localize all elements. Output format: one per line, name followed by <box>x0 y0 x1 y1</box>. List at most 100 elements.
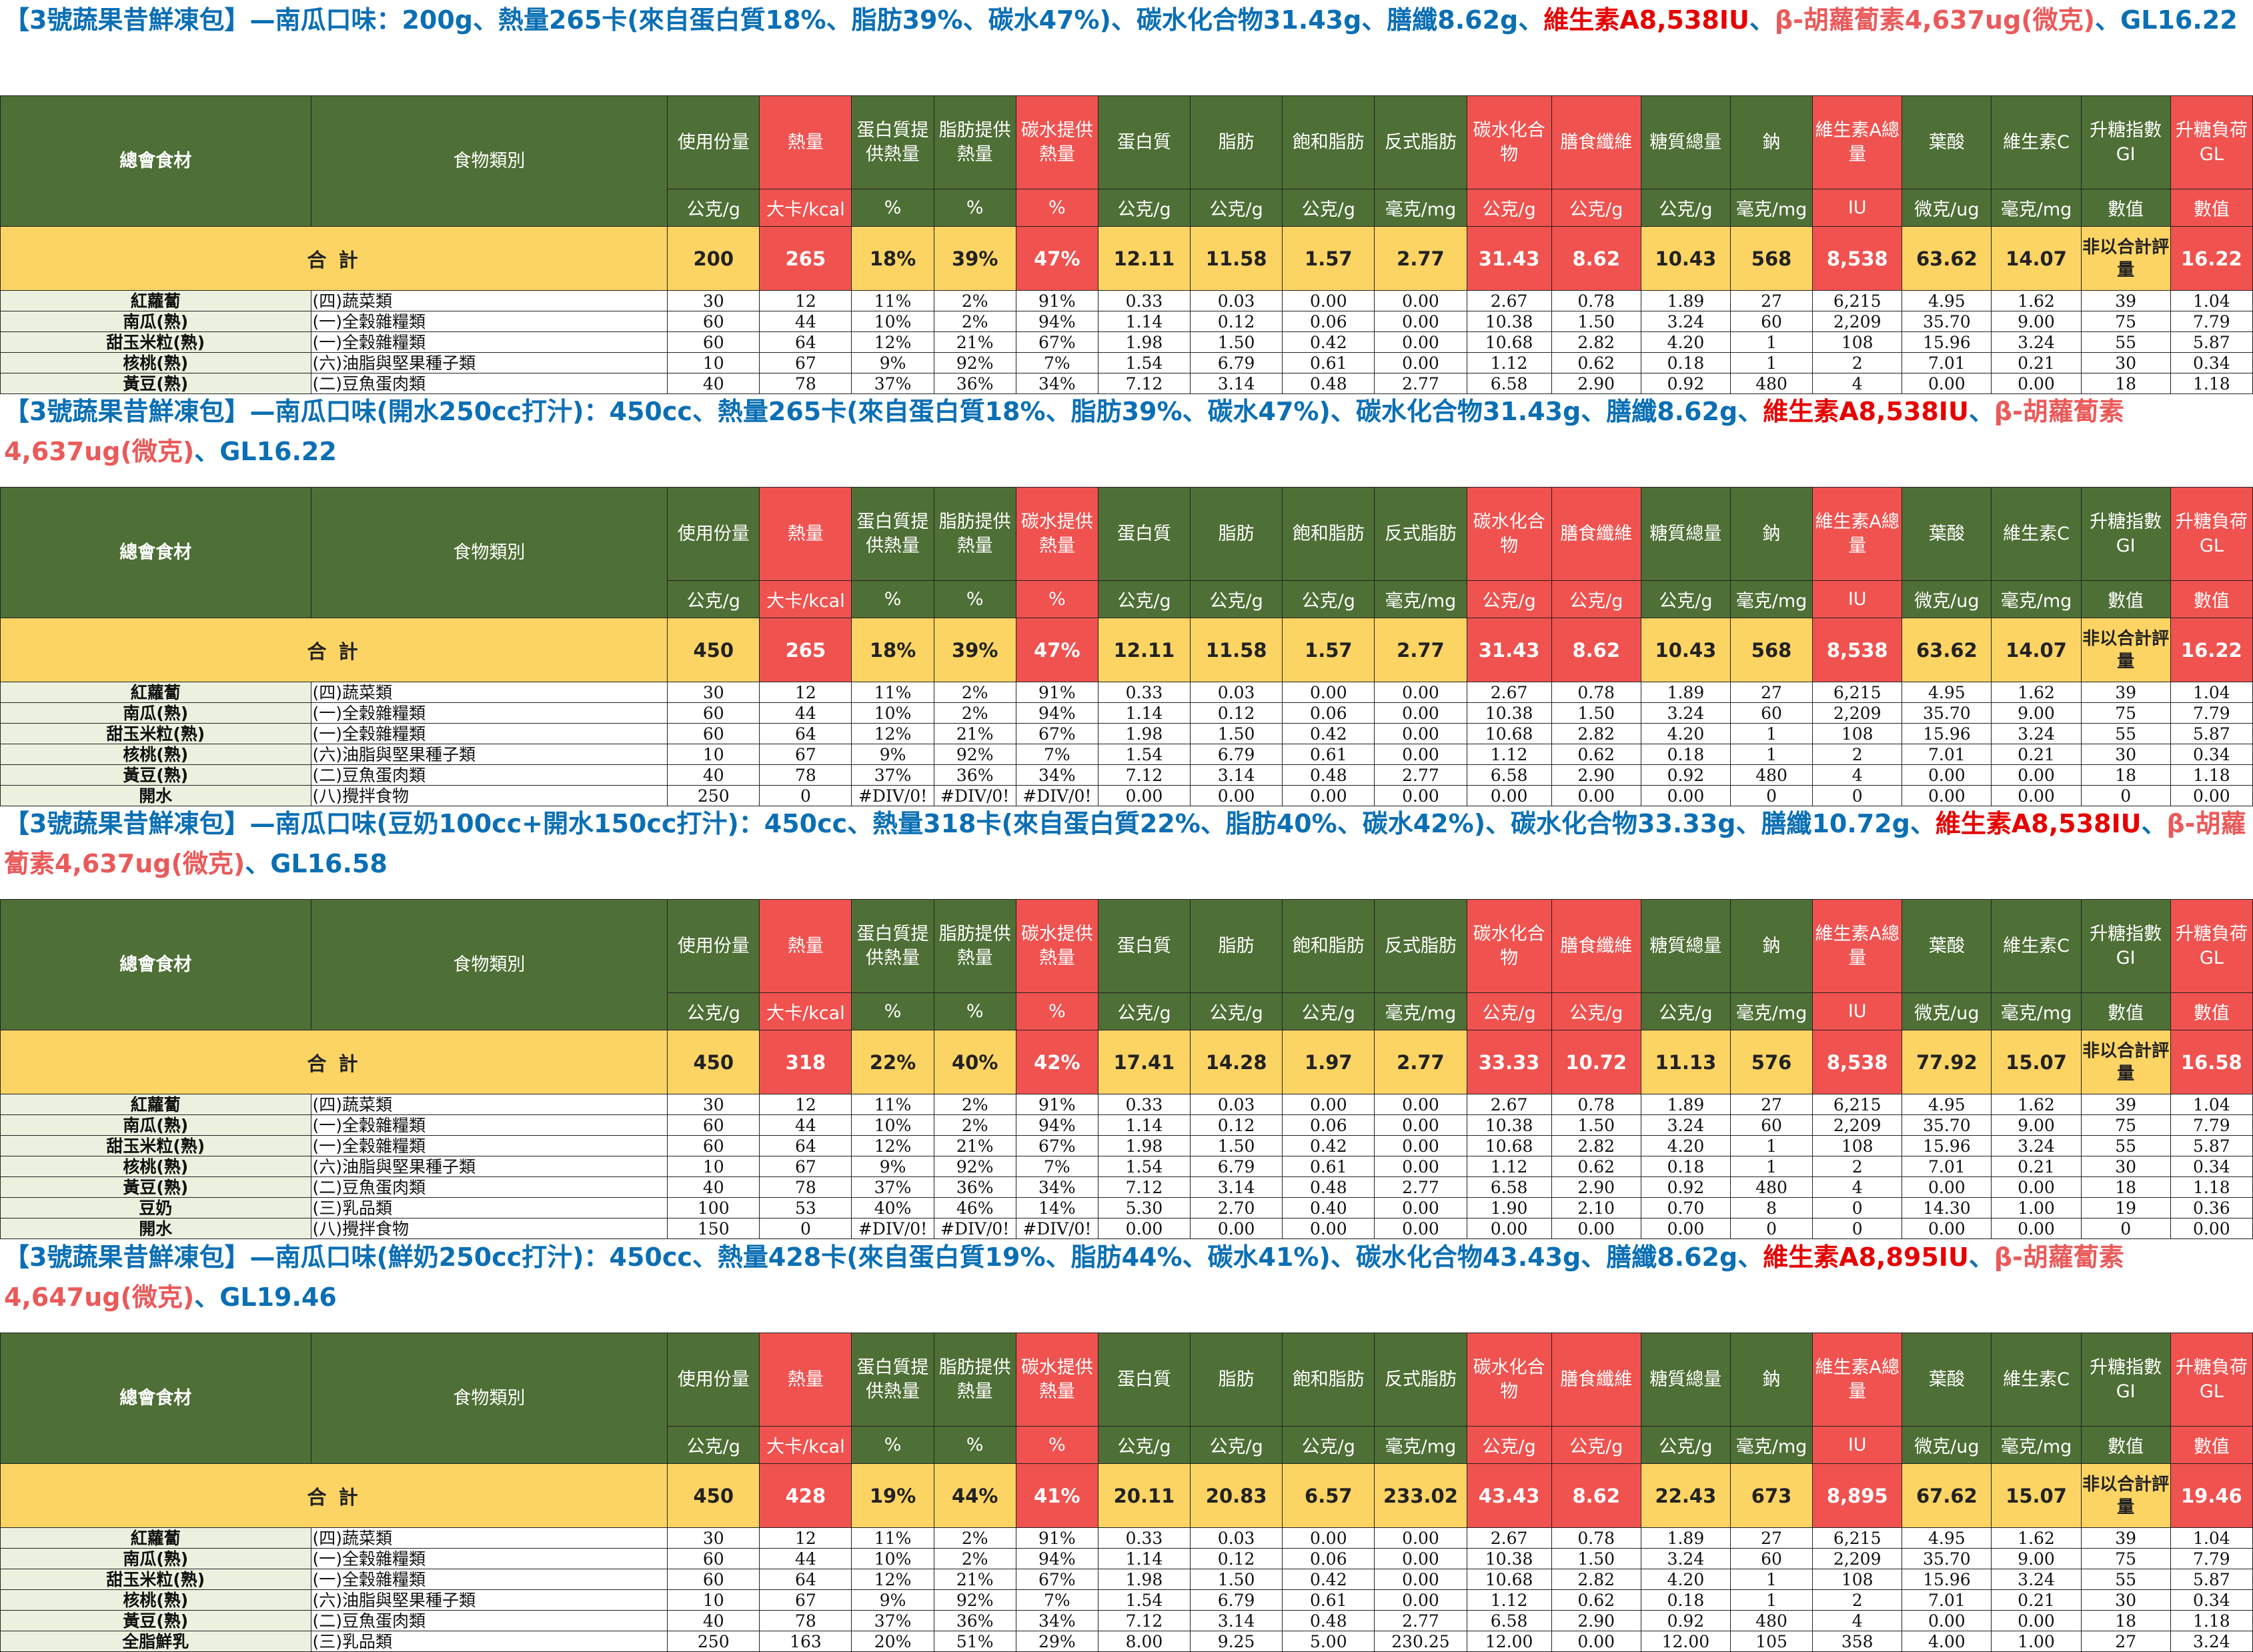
cell-value: #DIV/0! <box>933 785 1016 806</box>
table-row: 南瓜(熟) (一)全穀雜糧類 60 44 10% 2% 94% 1.14 0.12 0.06 0.0… <box>0 1548 2253 1569</box>
cell-value: 9.00 <box>1991 1114 2082 1136</box>
cell-value: 6.79 <box>1190 352 1283 373</box>
header-cell: 熱量 <box>759 899 852 993</box>
cell-value: 1.18 <box>2170 764 2253 786</box>
cell-value: 60 <box>1729 702 1813 724</box>
cell-value: 0.18 <box>1640 1156 1731 1177</box>
cell-value: 30 <box>2080 1156 2171 1177</box>
cell-value: 67 <box>759 744 852 765</box>
unit-cell: 數值 <box>2170 992 2253 1030</box>
cell-value: 51% <box>933 1631 1016 1652</box>
total-cell: 265 <box>759 618 852 682</box>
header-cell: 蛋白質 <box>1097 95 1191 189</box>
header-cell: 升糖負荷GL <box>2170 487 2253 581</box>
unit-cell: 大卡/kcal <box>759 1426 852 1464</box>
cell-value: 5.87 <box>2170 1135 2253 1156</box>
cell-value: #DIV/0! <box>933 1218 1016 1239</box>
cell-value: 2.90 <box>1551 1176 1641 1198</box>
cell-value: 0.00 <box>1374 785 1467 806</box>
cell-value: 7% <box>1015 744 1098 765</box>
unit-cell: 毫克/mg <box>1991 992 2082 1030</box>
header-category: 食物類別 <box>310 899 668 1030</box>
cell-value: 1.12 <box>1466 352 1552 373</box>
cell-value: 100 <box>667 1197 760 1218</box>
cell-value: 8 <box>1729 1197 1813 1218</box>
ingredient-category: (六)油脂與堅果種子類 <box>310 1156 668 1177</box>
cell-value: 78 <box>759 1610 852 1631</box>
cell-value: 67% <box>1015 1135 1098 1156</box>
cell-value: 0.12 <box>1190 311 1283 332</box>
header-cell: 鈉 <box>1729 1333 1813 1427</box>
unit-cell: IU <box>1812 1426 1903 1464</box>
cell-value: 3.24 <box>1640 702 1731 724</box>
total-cell: 568 <box>1729 226 1813 291</box>
cell-value: 0.00 <box>1551 1631 1641 1652</box>
cell-value: 34% <box>1015 373 1098 394</box>
header-cell: 脂肪 <box>1190 95 1283 189</box>
cell-value: 6.58 <box>1466 1610 1552 1631</box>
table-row: 紅蘿蔔 (四)蔬菜類 30 12 11% 2% 91% 0.33 0.03 0.00 0.00 2.6… <box>0 1094 2253 1115</box>
cell-value: 12 <box>759 1527 852 1549</box>
header-row: 總會食材 食物類別 使用份量 熱量 蛋白質提供熱量 脂肪提供熱量 碳水提供熱量 蛋白質 脂肪 飽和… <box>0 1333 2253 1464</box>
cell-value: 480 <box>1729 764 1813 786</box>
cell-value: 0.62 <box>1551 1156 1641 1177</box>
cell-value: 10.68 <box>1466 331 1552 353</box>
cell-value: #DIV/0! <box>851 1218 934 1239</box>
cell-value: 36% <box>933 764 1016 786</box>
cell-value: 75 <box>2080 702 2171 724</box>
ingredient-name: 全脂鮮乳 <box>0 1631 311 1652</box>
unit-cell: 公克/g <box>667 580 760 618</box>
cell-value: 0.00 <box>1374 1569 1467 1590</box>
cell-value: 39 <box>2080 290 2171 311</box>
total-cell: 33.33 <box>1466 1030 1552 1094</box>
title-part: 【3號蔬果昔鮮凍包】—南瓜口味(鮮奶250cc打汁)：450cc、熱量428卡(… <box>4 1243 1763 1272</box>
unit-cell: 公克/g <box>1640 1426 1731 1464</box>
cell-value: 35.70 <box>1902 311 1992 332</box>
cell-value: 0.00 <box>1374 352 1467 373</box>
cell-value: 2.70 <box>1190 1197 1283 1218</box>
cell-value: 0.06 <box>1282 1548 1375 1569</box>
cell-value: 0.00 <box>1374 682 1467 703</box>
table-row: 豆奶 (三)乳品類 100 53 40% 46% 14% 5.30 2.70 0.40 0.00 1.… <box>0 1197 2253 1218</box>
header-category: 食物類別 <box>310 487 668 618</box>
cell-value: 0.06 <box>1282 1114 1375 1136</box>
ingredient-category: (六)油脂與堅果種子類 <box>310 744 668 765</box>
title-part: β-胡蘿蔔素4,637ug(微克) <box>4 397 2124 466</box>
cell-value: 0.48 <box>1282 764 1375 786</box>
cell-value: 20% <box>851 1631 934 1652</box>
total-cell: 576 <box>1729 1030 1813 1094</box>
cell-value: 0.92 <box>1640 1176 1731 1198</box>
total-cell: 20.83 <box>1190 1463 1283 1528</box>
cell-value: 35.70 <box>1902 1548 1992 1569</box>
unit-cell: % <box>933 992 1016 1030</box>
cell-value: #DIV/0! <box>1015 785 1098 806</box>
ingredient-name: 南瓜(熟) <box>0 311 311 332</box>
cell-value: 0.00 <box>1374 1197 1467 1218</box>
cell-value: 480 <box>1729 1610 1813 1631</box>
cell-value: 37% <box>851 1176 934 1198</box>
cell-value: 78 <box>759 373 852 394</box>
cell-value: 2 <box>1812 1589 1903 1611</box>
cell-value: 10 <box>667 352 760 373</box>
cell-value: 4 <box>1812 373 1903 394</box>
cell-value: 36% <box>933 1610 1016 1631</box>
total-cell: 16.22 <box>2170 618 2253 682</box>
cell-value: 1.04 <box>2170 1527 2253 1549</box>
cell-value: 75 <box>2080 311 2171 332</box>
cell-value: 30 <box>2080 352 2171 373</box>
cell-value: 4 <box>1812 1176 1903 1198</box>
cell-value: 0.00 <box>1466 1218 1552 1239</box>
total-cell: 8,538 <box>1812 226 1903 291</box>
cell-value: 37% <box>851 764 934 786</box>
cell-value: 15.96 <box>1902 1135 1992 1156</box>
ingredient-category: (四)蔬菜類 <box>310 1527 668 1549</box>
cell-value: 3.14 <box>1190 764 1283 786</box>
cell-value: 46% <box>933 1197 1016 1218</box>
title-part: 【3號蔬果昔鮮凍包】—南瓜口味(開水250cc打汁)：450cc、熱量265卡(… <box>4 397 1763 426</box>
table-row: 核桃(熟) (六)油脂與堅果種子類 10 67 9% 92% 7% 1.54 6.79 0.61 0… <box>0 352 2253 373</box>
total-cell: 8.62 <box>1551 1463 1641 1528</box>
ingredient-name: 黃豆(熟) <box>0 764 311 786</box>
cell-value: 0 <box>759 1218 852 1239</box>
header-cell: 脂肪提供熱量 <box>933 899 1016 993</box>
cell-value: 44 <box>759 311 852 332</box>
